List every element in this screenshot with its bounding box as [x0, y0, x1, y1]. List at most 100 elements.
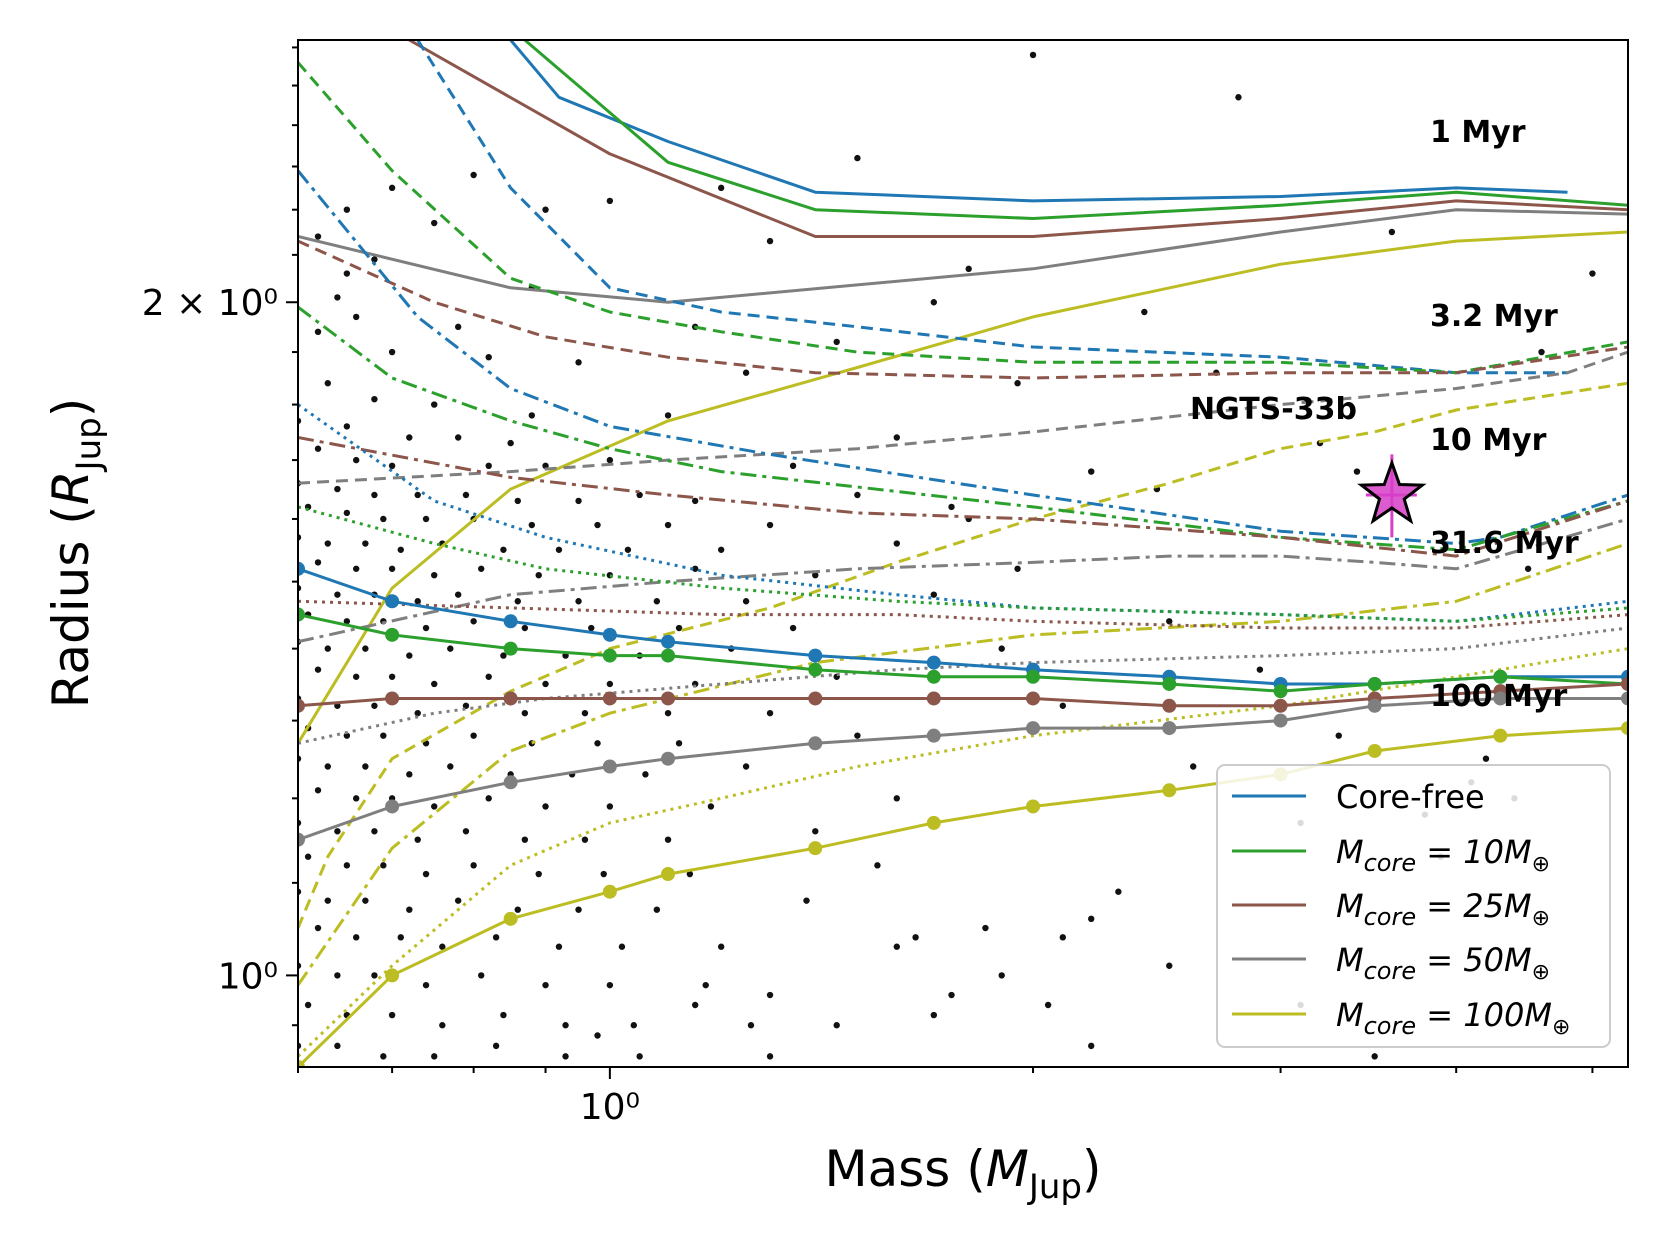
field-planet-point [314, 666, 322, 673]
track-marker-core50 [1493, 691, 1508, 706]
x-tick-label: 10⁰ [580, 1087, 640, 1128]
highlight-planet-label: NGTS-33b [1190, 392, 1357, 427]
field-planet-point [431, 571, 438, 579]
field-planet-point [606, 680, 614, 688]
field-planet-point [352, 673, 360, 680]
track-marker-core25 [1273, 698, 1288, 713]
field-planet-point [521, 709, 529, 717]
track-core50-1-Myr [298, 208, 1628, 304]
track-marker-core10 [1367, 676, 1382, 691]
field-planet-point [1014, 380, 1021, 387]
field-planet-point [686, 870, 694, 878]
age-label: 3.2 Myr [1430, 299, 1558, 334]
field-planet-point [431, 803, 438, 810]
y-axis-title: Radius (RJup) [42, 398, 109, 709]
y-tick-label: 2 × 10⁰ [142, 283, 278, 324]
field-planet-point [324, 380, 331, 387]
track-marker-core50 [1621, 691, 1628, 706]
field-planet-point [1059, 934, 1067, 941]
track-marker-core_free [503, 614, 518, 629]
field-planet-point [324, 897, 331, 904]
field-planet-point [414, 709, 421, 717]
track-marker-core_free [808, 648, 823, 663]
field-planet-point [324, 645, 331, 652]
field-planet-point [1538, 348, 1545, 356]
track-marker-core10 [808, 662, 823, 677]
field-planet-point [742, 763, 750, 770]
track-marker-core50 [926, 728, 941, 743]
track-core50-3-2-Myr [298, 350, 1628, 485]
field-planet-point [717, 184, 725, 192]
field-planet-point [1044, 1001, 1052, 1009]
field-planet-point [606, 456, 614, 464]
field-planet-point [380, 515, 387, 523]
field-planet-point [343, 509, 351, 517]
field-planet-point [998, 645, 1005, 652]
track-core10-3-2-Myr [298, 61, 1628, 375]
field-planet-point [691, 1001, 699, 1009]
field-planet-point [397, 546, 404, 553]
field-planet-point [535, 870, 542, 878]
field-planet-point [1353, 468, 1361, 475]
field-planet-point [454, 591, 462, 598]
field-planet-point [707, 803, 715, 810]
field-planet-point [380, 862, 387, 869]
track-marker-core10 [926, 669, 941, 684]
field-planet-point [998, 972, 1005, 979]
x-axis-title: Mass (MJup) [824, 1140, 1101, 1207]
field-planet-point [406, 652, 413, 659]
track-core10-31-6-Myr [298, 505, 1628, 623]
field-planet-point [766, 521, 774, 529]
track-marker-core25 [926, 691, 941, 706]
field-planet-point [1166, 962, 1173, 969]
track-marker-core50 [602, 759, 617, 774]
field-planet-point [664, 521, 672, 529]
field-planet-point [691, 565, 699, 572]
field-planet-point [334, 591, 341, 598]
field-planet-point [562, 1053, 569, 1060]
field-planet-point [1029, 51, 1037, 59]
field-planet-point [462, 702, 470, 709]
field-planet-point [334, 972, 341, 979]
field-planet-point [485, 673, 492, 680]
field-planet-point [422, 515, 430, 523]
track-marker-core25 [298, 698, 305, 713]
field-planet-point [485, 462, 492, 470]
field-planet-point [388, 184, 396, 192]
track-marker-core10 [1273, 684, 1288, 699]
field-planet-point [462, 491, 470, 499]
field-planet-point [1059, 702, 1067, 709]
field-planet-point [555, 943, 563, 950]
field-planet-point [664, 412, 672, 419]
field-planet-point [334, 828, 341, 835]
field-planet-point [414, 836, 421, 843]
field-planet-point [362, 897, 369, 904]
track-marker-core50 [1273, 713, 1288, 728]
field-planet-point [1256, 666, 1264, 673]
field-planet-point [542, 981, 549, 989]
field-planet-point [414, 598, 421, 605]
field-planet-point [893, 434, 900, 441]
field-planet-point [314, 233, 322, 240]
track-marker-core_free [298, 561, 305, 576]
track-marker-core100 [385, 968, 400, 983]
legend-label-core50: Mcore = 50M⊕ [1336, 941, 1550, 985]
track-core100-10-Myr [298, 542, 1628, 987]
field-planet-point [653, 906, 661, 913]
field-planet-point [717, 546, 725, 553]
field-planet-point [653, 598, 661, 605]
field-planet-point [406, 771, 413, 778]
field-planet-point [636, 491, 643, 499]
track-marker-core10 [1493, 669, 1508, 684]
field-planet-point [514, 906, 521, 913]
plot-frame [297, 39, 1629, 1068]
field-planet-point [388, 348, 396, 356]
field-planet-point [492, 1042, 500, 1050]
field-planet-point [304, 853, 312, 860]
field-planet-point [439, 943, 446, 950]
track-core25-1-Myr [408, 40, 1628, 238]
field-planet-point [766, 237, 774, 245]
field-planet-point [371, 491, 378, 499]
field-planet-point [702, 981, 709, 989]
